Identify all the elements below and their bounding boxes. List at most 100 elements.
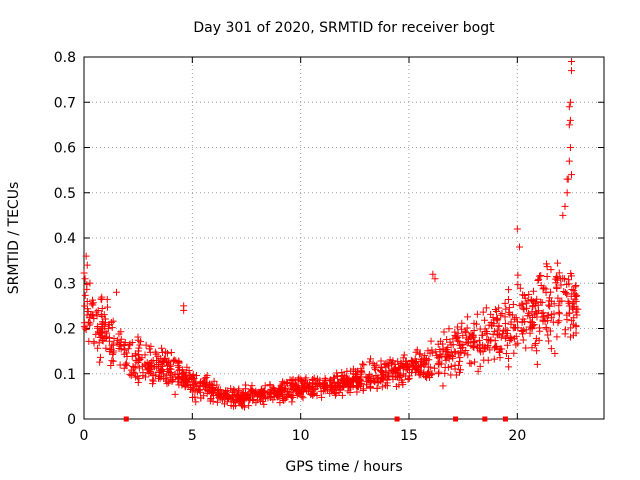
data-point (505, 304, 513, 312)
data-point (444, 343, 452, 351)
data-point (158, 348, 166, 356)
data-point (98, 305, 106, 313)
data-point (536, 272, 544, 280)
data-point (574, 305, 582, 313)
data-point (328, 382, 336, 390)
data-point (572, 281, 580, 289)
data-point (434, 360, 442, 368)
data-point (335, 386, 343, 394)
data-point (104, 303, 112, 311)
data-point (533, 347, 541, 355)
data-point (473, 320, 481, 328)
data-point (242, 381, 250, 389)
data-point (162, 348, 170, 356)
data-point (532, 340, 540, 348)
data-point (151, 348, 159, 356)
data-point (156, 367, 164, 375)
data-point (223, 398, 231, 406)
data-point (176, 366, 184, 374)
data-point (426, 349, 434, 357)
data-point (298, 384, 306, 392)
data-point (394, 357, 402, 365)
data-point (522, 299, 530, 307)
data-point (567, 324, 575, 332)
data-point (302, 374, 310, 382)
data-point (398, 376, 406, 384)
data-point (351, 367, 359, 375)
data-point (80, 322, 88, 330)
y-tick-label: 0.7 (54, 95, 76, 111)
data-point (539, 309, 547, 317)
data-point (108, 357, 116, 365)
data-point (247, 385, 255, 393)
data-point (266, 390, 274, 398)
data-point (474, 367, 482, 375)
data-point (427, 337, 435, 345)
data-point (548, 297, 556, 305)
data-point (507, 318, 515, 326)
data-point (405, 374, 413, 382)
data-point (514, 271, 522, 279)
data-point (435, 358, 443, 366)
data-point (444, 363, 452, 371)
data-point (476, 325, 484, 333)
data-point (394, 373, 402, 381)
data-point (227, 385, 235, 393)
data-point (83, 297, 91, 305)
data-point (542, 325, 550, 333)
data-point (109, 357, 117, 365)
data-point (396, 364, 404, 372)
data-point (566, 116, 574, 124)
data-point (434, 354, 442, 362)
data-point (109, 350, 117, 358)
data-point (463, 324, 471, 332)
data-point (431, 275, 439, 283)
data-point (522, 326, 530, 334)
data-point (547, 266, 555, 274)
data-point (88, 296, 96, 304)
data-point (122, 359, 130, 367)
data-point (514, 318, 522, 326)
data-point (547, 345, 555, 353)
data-point (468, 331, 476, 339)
data-point (167, 368, 175, 376)
x-tick-label: 5 (188, 428, 197, 444)
data-point (399, 354, 407, 362)
data-point (553, 333, 561, 341)
data-point (288, 398, 296, 406)
data-point (566, 333, 574, 341)
data-point (503, 332, 511, 340)
data-point (228, 391, 236, 399)
data-point (544, 311, 552, 319)
data-point (319, 387, 327, 395)
data-point (261, 382, 269, 390)
data-point (516, 284, 524, 292)
data-point (213, 398, 221, 406)
data-point (160, 374, 168, 382)
y-tick-label: 0.2 (54, 322, 76, 338)
data-point (189, 385, 197, 393)
data-point (572, 323, 580, 331)
data-point (507, 333, 515, 341)
data-point (555, 317, 563, 325)
data-point (454, 323, 462, 331)
data-point (561, 326, 569, 334)
data-point (530, 298, 538, 306)
data-point (527, 319, 535, 327)
data-point (495, 331, 503, 339)
data-point (491, 343, 499, 351)
data-point (531, 302, 539, 310)
data-point (502, 305, 510, 313)
data-point (559, 211, 567, 219)
data-point (84, 318, 92, 326)
data-point (135, 364, 143, 372)
data-point (565, 157, 573, 165)
data-point (331, 391, 339, 399)
data-point (180, 306, 188, 314)
data-point (571, 283, 579, 291)
data-point (147, 342, 155, 350)
data-point (491, 327, 499, 335)
data-point (546, 327, 554, 335)
data-point (335, 380, 343, 388)
data-point (203, 371, 211, 379)
